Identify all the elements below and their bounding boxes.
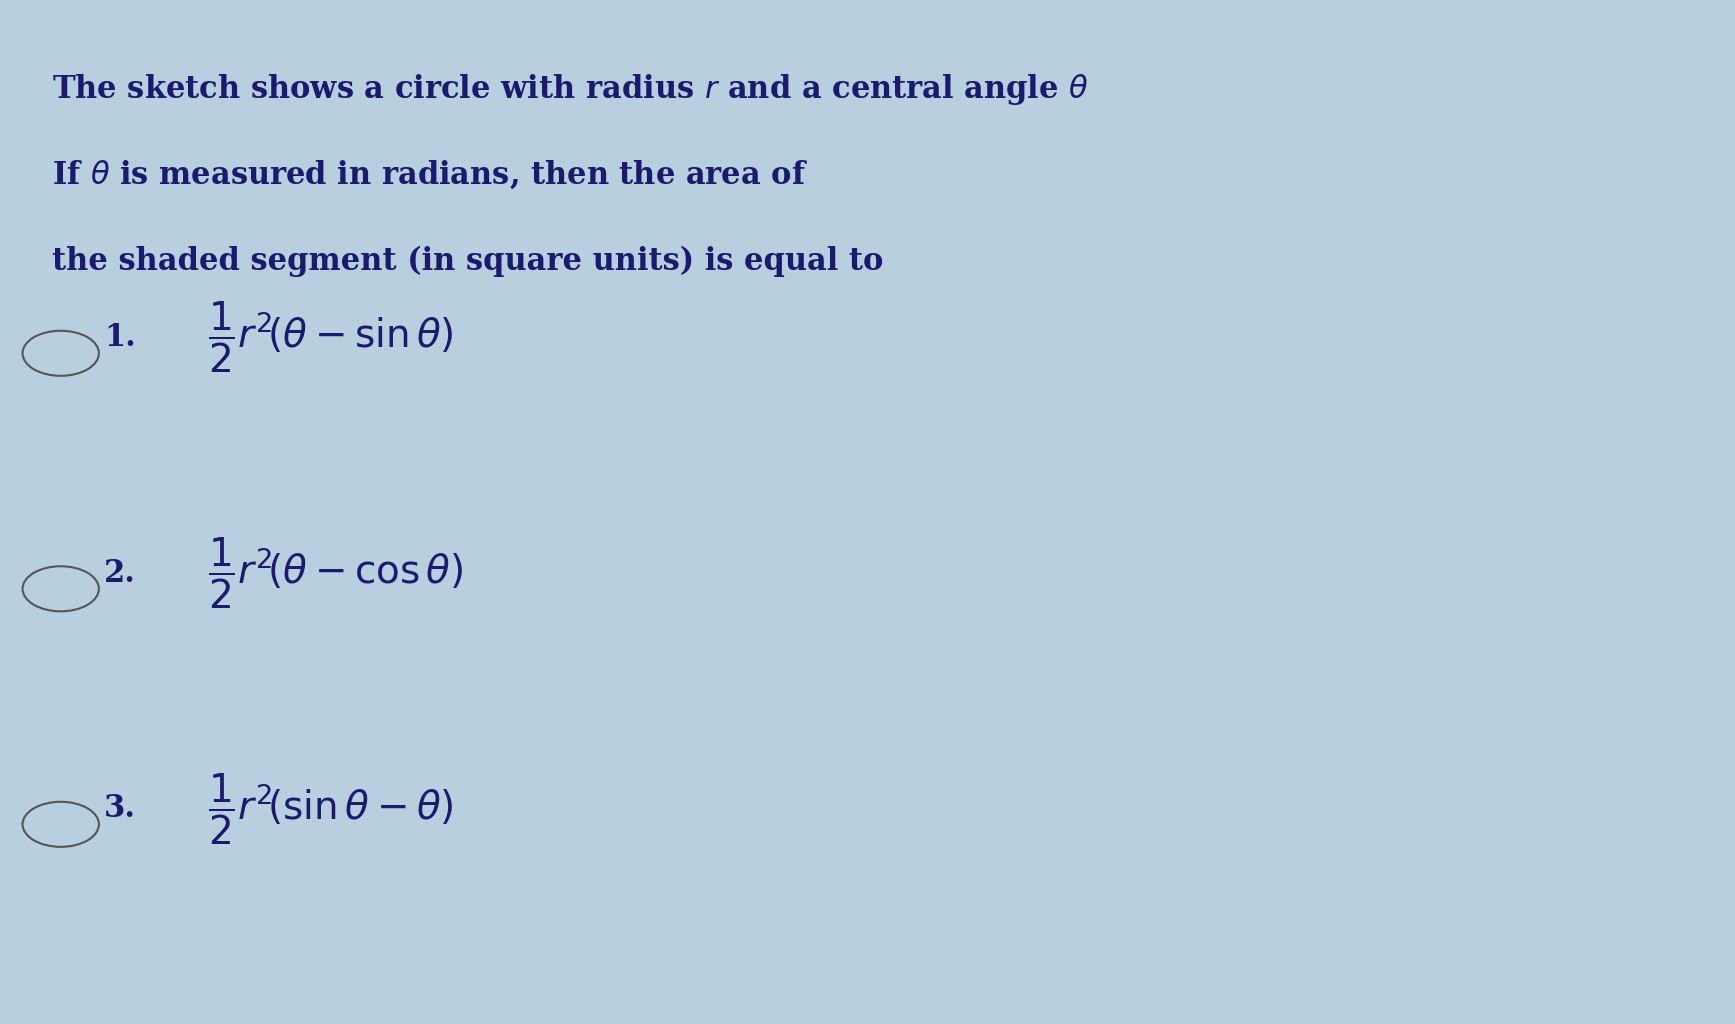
- Text: 1.: 1.: [104, 323, 135, 353]
- Text: $\dfrac{1}{2}r^2\!\left(\theta - \cos\theta\right)$: $\dfrac{1}{2}r^2\!\left(\theta - \cos\th…: [208, 536, 463, 611]
- Text: $\dfrac{1}{2}r^2\!\left(\sin\theta - \theta\right)$: $\dfrac{1}{2}r^2\!\left(\sin\theta - \th…: [208, 771, 455, 847]
- Text: the shaded segment (in square units) is equal to: the shaded segment (in square units) is …: [52, 246, 883, 276]
- Text: The sketch shows a circle with radius $r$ and a central angle $\theta$: The sketch shows a circle with radius $r…: [52, 72, 1088, 106]
- Text: 2.: 2.: [104, 558, 135, 589]
- Text: If $\theta$ is measured in radians, then the area of: If $\theta$ is measured in radians, then…: [52, 159, 809, 191]
- Text: $\dfrac{1}{2}r^2\!\left(\theta - \sin\theta\right)$: $\dfrac{1}{2}r^2\!\left(\theta - \sin\th…: [208, 300, 455, 376]
- Text: 3.: 3.: [104, 794, 135, 824]
